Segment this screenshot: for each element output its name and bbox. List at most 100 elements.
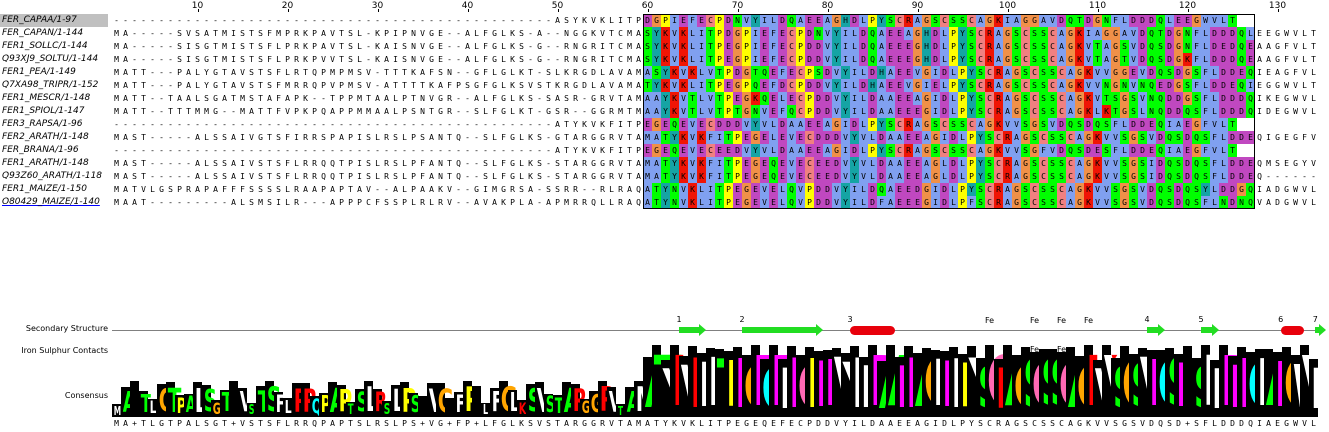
sequence-name[interactable]: FER1_MAIZE/1-150 [2,184,87,194]
residue: A [123,29,128,38]
ruler-tick [557,9,559,12]
residue: E [742,170,751,183]
sequence-name[interactable]: Q7XA98_TRIPR/1-152 [2,80,99,90]
residue: K [600,120,605,129]
residue: D [1174,66,1183,79]
sequence-name[interactable]: FER1_SOLLC/1-144 [2,41,88,51]
residue: P [348,198,353,207]
logo-glyph: S [528,385,542,417]
residue: S [546,68,551,77]
residue: D [1156,170,1165,183]
ruler-label: 120 [1178,1,1197,11]
residue: L [688,27,697,40]
residue: - [474,159,479,168]
residue: S [420,133,425,142]
residue: G [501,107,506,116]
residue: D [814,92,823,105]
residue: - [213,16,218,25]
consensus-logo[interactable]: MATLGTPALSGTVSTSFLRRQPAPTSLRSLPSVGFPLFGL… [112,345,1329,417]
residue: S [1021,105,1030,118]
residue: N [1183,40,1192,53]
residue: S [1192,196,1201,209]
residue: C [1057,105,1066,118]
logo-column [418,396,427,417]
residue: A [555,16,560,25]
residue: V [670,53,679,66]
residue: Y [751,144,760,157]
residue: V [679,105,688,118]
sequence-name[interactable]: FER1_ARATH/1-148 [2,158,89,168]
residue: D [823,196,832,209]
consensus-residue: E [897,419,902,428]
residue: G [1275,29,1280,38]
residue: L [510,94,515,103]
residue: - [375,185,380,194]
consensus-residue: P [726,419,731,428]
sequence-name[interactable]: FER1_SPIOL/1-147 [2,106,85,116]
sequence-name[interactable]: FER1_MESCR/1-148 [2,93,91,103]
residue: A [132,198,137,207]
residue: D [940,183,949,196]
residue: A [1039,14,1048,27]
residue: V [1102,183,1111,196]
residue: - [204,120,209,129]
sequence-id-panel[interactable]: FER_CAPAA/1-97 FER_CAPAN/1-144 FER1_SOLLC/… [0,14,110,228]
residue: L [1210,183,1219,196]
residue: F [483,81,488,90]
residue: - [582,107,587,116]
residue: R [573,198,578,207]
sequence-name[interactable]: Q93Z60_ARATH/1-118 [2,171,103,181]
residue: P [967,131,976,144]
residue: M [240,94,245,103]
residue: - [402,120,407,129]
sequence-name[interactable]: FER_CAPAA/1-97 [0,14,108,27]
consensus-residue: S [528,419,533,428]
residue: - [177,16,182,25]
residue: A [1102,40,1111,53]
residue: R [994,183,1003,196]
residue: R [994,196,1003,209]
residue: I [931,66,940,79]
sequence-name[interactable]: FER_BRANA/1-96 [2,145,79,155]
residue: L [859,118,868,131]
residue: - [141,29,146,38]
sequence-name[interactable]: FER_CAPAN/1-144 [2,28,84,38]
residue: A [877,53,886,66]
residue: K [510,42,515,51]
sequence-name[interactable]: FER2_ARATH/1-148 [2,132,89,142]
residue: D [814,53,823,66]
residue: M [114,185,119,194]
sequence-name[interactable]: O80429_MAIZE/1-140 [2,197,100,207]
residue: - [123,146,128,155]
column-ruler[interactable]: 10 20 30 40 50 60 70 80 90 100 110 120 130 [110,0,1329,12]
residue: A [913,144,922,157]
residue: C [787,79,796,92]
consensus-residue: E [753,419,758,428]
residue: A [429,159,434,168]
logo-glyph: V [1104,348,1136,417]
residue: T [330,94,335,103]
sequence-name[interactable]: FER3_RAPSA/1-96 [2,119,83,129]
residue: Q [760,92,769,105]
residue: A [877,27,886,40]
residue: F [769,79,778,92]
residue: - [492,16,497,25]
residue: - [456,120,461,129]
residue: M [222,42,227,51]
residue: I [1257,107,1262,116]
residue: R [591,55,596,64]
sequence-name[interactable]: Q93XJ9_SOLTU/1-144 [2,54,99,64]
residue: L [474,42,479,51]
residue: G [1075,105,1084,118]
residue: C [796,66,805,79]
logo-glyph: L [366,383,379,417]
consensus-residue: V [681,419,686,428]
logo-column: S [1048,349,1078,417]
logo-column: F [778,359,802,417]
residue: I [697,53,706,66]
residue: T [258,107,263,116]
sequence-name[interactable]: FER1_PEA/1-149 [2,67,76,77]
residue: L [501,55,506,64]
residue: S [366,172,371,181]
residue: A [1066,183,1075,196]
